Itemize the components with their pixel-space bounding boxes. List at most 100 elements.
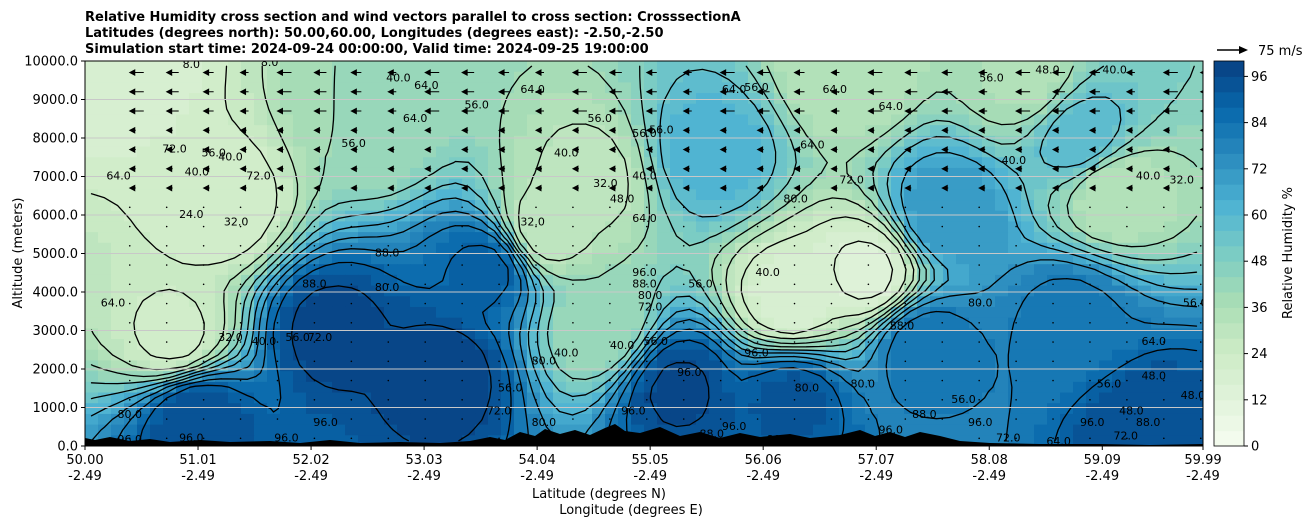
rh-cell bbox=[930, 242, 944, 255]
rh-cell bbox=[579, 200, 593, 212]
wind-vector bbox=[719, 418, 722, 420]
wind-vector bbox=[1163, 302, 1165, 305]
wind-vector bbox=[719, 302, 722, 305]
rh-cell bbox=[995, 306, 1009, 319]
rh-cell bbox=[1190, 93, 1203, 105]
rh-cell bbox=[696, 424, 710, 436]
rh-cell bbox=[462, 200, 476, 212]
wind-vector bbox=[239, 107, 249, 115]
rh-cell bbox=[683, 167, 697, 180]
rh-cell bbox=[514, 189, 528, 201]
wind-vector bbox=[276, 322, 279, 324]
rh-cell bbox=[748, 285, 762, 297]
rh-cell bbox=[397, 200, 411, 212]
rh-cell bbox=[540, 306, 554, 319]
rh-cell bbox=[891, 71, 905, 83]
wind-vector bbox=[1199, 167, 1203, 171]
rh-cell bbox=[1125, 285, 1139, 297]
rh-cell bbox=[384, 253, 398, 265]
rh-cell bbox=[1151, 146, 1165, 158]
rh-cell bbox=[748, 392, 762, 404]
rh-cell bbox=[540, 189, 554, 201]
rh-cell bbox=[332, 200, 346, 212]
rh-cell bbox=[696, 135, 710, 148]
colorbar-segment bbox=[1214, 353, 1244, 370]
rh-cell bbox=[384, 93, 398, 105]
rh-cell bbox=[995, 264, 1009, 276]
rh-cell bbox=[280, 178, 294, 190]
rh-cell bbox=[891, 232, 905, 244]
wind-vector bbox=[682, 69, 692, 76]
wind-vector bbox=[424, 379, 427, 382]
rh-cell bbox=[865, 285, 879, 297]
rh-cell bbox=[956, 424, 970, 436]
wind-vector bbox=[572, 341, 574, 343]
rh-cell bbox=[943, 200, 957, 212]
rh-cell bbox=[1138, 167, 1152, 180]
rh-cell bbox=[1164, 210, 1178, 223]
wind-vector bbox=[1052, 206, 1054, 209]
rh-cell bbox=[1021, 264, 1035, 276]
rh-cell bbox=[670, 360, 684, 372]
rh-cell bbox=[1060, 339, 1074, 351]
rh-cell bbox=[345, 328, 359, 340]
rh-cell bbox=[423, 82, 437, 94]
rh-cell bbox=[306, 178, 320, 190]
wind-vector bbox=[313, 322, 316, 324]
rh-cell bbox=[956, 253, 970, 265]
rh-cell bbox=[657, 210, 671, 223]
rh-cell bbox=[1047, 306, 1061, 319]
wind-vector bbox=[424, 264, 427, 266]
rh-cell bbox=[813, 317, 827, 329]
rh-cell bbox=[800, 339, 814, 351]
rh-cell bbox=[1099, 413, 1113, 426]
rh-cell bbox=[85, 413, 99, 426]
rh-cell bbox=[1008, 189, 1022, 201]
rh-cell bbox=[267, 349, 281, 362]
rh-cell bbox=[475, 339, 489, 351]
wind-vector bbox=[904, 184, 912, 192]
rh-cell bbox=[215, 253, 229, 265]
wind-vector bbox=[276, 302, 279, 305]
colorbar-segment bbox=[1214, 91, 1244, 108]
contour-label: 64.0 bbox=[101, 297, 126, 310]
rh-cell bbox=[917, 157, 931, 169]
wind-vector bbox=[719, 245, 722, 247]
rh-cell bbox=[1086, 285, 1100, 297]
rh-cell bbox=[202, 274, 216, 287]
rh-cell bbox=[488, 339, 502, 351]
rh-cell bbox=[1099, 339, 1113, 351]
rh-cell bbox=[748, 189, 762, 201]
rh-cell bbox=[826, 157, 840, 169]
wind-vector bbox=[535, 341, 537, 343]
rh-cell bbox=[1112, 61, 1126, 73]
wind-vector bbox=[682, 225, 685, 228]
rh-cell bbox=[163, 413, 177, 426]
rh-cell bbox=[696, 221, 710, 233]
rh-cell bbox=[306, 339, 320, 351]
rh-cell bbox=[1190, 403, 1203, 415]
rh-cell bbox=[579, 167, 593, 180]
rh-cell bbox=[267, 135, 281, 148]
wind-vector bbox=[1015, 225, 1017, 228]
rh-cell bbox=[930, 349, 944, 362]
rh-cell bbox=[345, 306, 359, 319]
wind-vector bbox=[645, 225, 648, 228]
rh-cell bbox=[267, 189, 281, 201]
wind-vector bbox=[978, 379, 980, 382]
wind-vector bbox=[350, 322, 353, 324]
wind-vector bbox=[165, 225, 168, 228]
rh-cell bbox=[696, 114, 710, 126]
rh-cell bbox=[189, 167, 203, 180]
rh-cell bbox=[904, 242, 918, 255]
rh-cell bbox=[839, 403, 853, 415]
rh-cell bbox=[98, 125, 112, 137]
wind-vector bbox=[424, 360, 427, 363]
rh-cell bbox=[475, 253, 489, 265]
rh-cell bbox=[852, 371, 866, 383]
rh-cell bbox=[813, 93, 827, 105]
rh-cell bbox=[1073, 242, 1087, 255]
rh-cell bbox=[852, 103, 866, 116]
rh-cell bbox=[1008, 381, 1022, 394]
rh-cell bbox=[657, 114, 671, 126]
